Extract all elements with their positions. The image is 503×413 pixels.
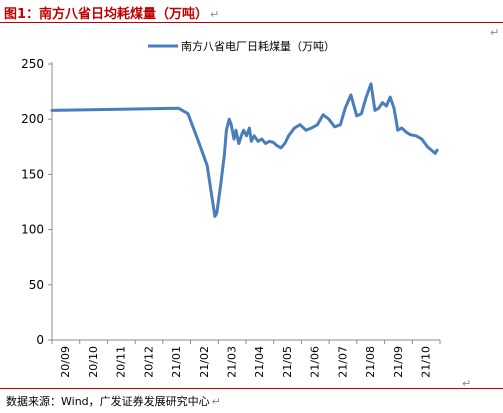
x-tick-label: 20/12 bbox=[142, 346, 155, 378]
x-axis: 20/09 20/10 20/11 20/12 21/01 21/02 21/03 21/04… bbox=[51, 339, 441, 378]
figure-title-text: 图1：南方八省日均耗煤量（万吨） bbox=[4, 7, 209, 22]
x-tick-label: 21/05 bbox=[281, 346, 294, 378]
x-tick-label: 21/02 bbox=[198, 346, 211, 378]
x-tick-label: 21/03 bbox=[225, 346, 238, 378]
y-tick-label: 0 bbox=[36, 333, 44, 347]
y-tick-label: 250 bbox=[21, 57, 44, 71]
x-tick-label: 21/04 bbox=[253, 346, 266, 378]
return-mark-icon: ↵ bbox=[210, 8, 220, 21]
plot-area bbox=[50, 82, 439, 218]
x-tick-label: 21/09 bbox=[392, 346, 405, 378]
x-tick-label: 21/08 bbox=[364, 346, 377, 378]
x-tick-label: 20/11 bbox=[115, 346, 128, 378]
source-divider bbox=[0, 388, 503, 389]
series-line bbox=[50, 82, 439, 218]
x-tick-label: 20/09 bbox=[59, 346, 72, 378]
x-tick-label: 20/10 bbox=[87, 346, 100, 378]
source-note-text: 数据来源：Wind，广发证券发展研究中心 bbox=[6, 395, 210, 408]
figure-title: 图1：南方八省日均耗煤量（万吨） ↵ bbox=[4, 3, 220, 22]
legend: 南方八省电厂日耗煤量（万吨） bbox=[148, 39, 335, 53]
y-tick-label: 150 bbox=[21, 167, 44, 181]
y-tick-label: 200 bbox=[21, 112, 44, 126]
x-tick-label: 21/01 bbox=[170, 346, 183, 378]
title-divider bbox=[0, 22, 503, 23]
source-note: 数据来源：Wind，广发证券发展研究中心 ↵ bbox=[6, 393, 221, 409]
legend-label: 南方八省电厂日耗煤量（万吨） bbox=[181, 39, 335, 53]
x-tick-label: 21/07 bbox=[336, 346, 349, 378]
return-mark-icon: ↵ bbox=[211, 395, 221, 408]
return-mark-icon: ↵ bbox=[490, 26, 500, 39]
y-axis: 0 50 100 150 200 250 bbox=[21, 57, 53, 347]
x-tick-label: 21/10 bbox=[419, 346, 432, 378]
return-mark-icon: ↵ bbox=[462, 377, 472, 390]
x-tick-label: 21/06 bbox=[309, 346, 322, 378]
y-tick-label: 50 bbox=[29, 278, 44, 292]
y-tick-label: 100 bbox=[21, 223, 44, 237]
